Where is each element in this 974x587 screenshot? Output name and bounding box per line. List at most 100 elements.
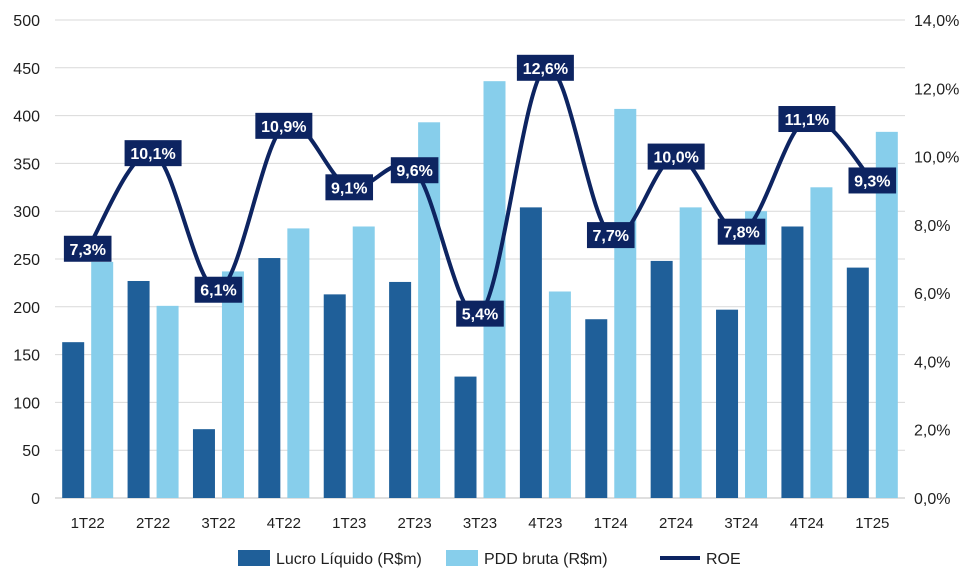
roe-data-label: 7,7%	[586, 222, 635, 249]
x-axis-tick-label: 3T23	[463, 515, 497, 532]
roe-label-text: 9,1%	[331, 180, 367, 197]
roe-data-label: 5,4%	[456, 300, 504, 327]
roe-label-box	[717, 218, 766, 245]
roe-data-label: 11,1%	[778, 106, 836, 133]
roe-label-text: 12,6%	[523, 61, 568, 78]
left-axis-tick-label: 150	[13, 348, 40, 365]
roe-label-text: 9,3%	[854, 173, 890, 190]
bar-pdd-bruta	[483, 81, 506, 499]
bar-lucro-liquido	[716, 309, 739, 498]
legend-item: PDD bruta (R$m)	[446, 550, 608, 568]
right-axis-tick-label: 6,0%	[914, 286, 950, 303]
bar-lucro-liquido	[323, 294, 346, 498]
right-axis-tick-label: 8,0%	[914, 218, 950, 235]
roe-label-text: 7,7%	[593, 228, 629, 245]
x-axis-tick-label: 1T23	[332, 515, 366, 532]
legend-item: Lucro Líquido (R$m)	[238, 550, 422, 568]
bar-lucro-liquido	[127, 280, 150, 498]
roe-data-label: 10,9%	[255, 112, 313, 139]
bar-pdd-bruta	[221, 271, 244, 498]
roe-label-box	[647, 143, 705, 170]
roe-label-box	[516, 54, 574, 81]
x-axis-tick-label: 3T24	[724, 515, 758, 532]
right-axis-tick-label: 4,0%	[914, 354, 950, 371]
left-axis-tick-label: 250	[13, 252, 40, 269]
roe-data-label: 7,8%	[717, 218, 766, 245]
right-axis: 0,0% 2,0% 4,0% 6,0% 8,0% 10,0% 12,0% 14,0%	[914, 13, 959, 508]
roe-label-text: 7,8%	[723, 225, 759, 242]
roe-data-label: 9,6%	[390, 157, 439, 184]
bar-lucro-liquido	[389, 281, 412, 498]
left-axis-tick-label: 50	[22, 443, 40, 460]
right-axis-tick-label: 10,0%	[914, 150, 959, 167]
roe-data-label: 10,1%	[124, 140, 182, 167]
roe-data-label: 10,0%	[647, 143, 705, 170]
bar-lucro-liquido	[454, 376, 477, 498]
legend-swatch	[238, 550, 270, 566]
bar-pdd-bruta	[352, 226, 375, 498]
roe-data-labels: 7,3% 10,1% 6,1% 10,9% 9,1% 9,6% 5,4% 12,6% 7,7% 1…	[63, 54, 897, 327]
roe-label-text: 9,6%	[396, 163, 432, 180]
roe-label-text: 10,0%	[653, 150, 698, 167]
right-axis-tick-label: 14,0%	[914, 13, 959, 30]
roe-label-box	[63, 235, 112, 262]
left-axis-tick-label: 100	[13, 395, 40, 412]
roe-label-box	[456, 300, 504, 327]
left-axis-tick-label: 300	[13, 204, 40, 221]
bar-pdd-bruta	[614, 108, 637, 499]
bar-lucro-liquido	[192, 429, 215, 498]
left-axis-tick-label: 450	[13, 61, 40, 78]
x-axis-tick-label: 2T22	[136, 515, 170, 532]
roe-data-label: 12,6%	[516, 54, 574, 81]
roe-label-box	[325, 174, 374, 201]
roe-label-box	[390, 157, 439, 184]
roe-label-box	[848, 167, 897, 194]
roe-label-text: 7,3%	[69, 242, 105, 259]
bar-lucro-liquido	[846, 267, 869, 498]
bar-pdd-bruta	[91, 261, 114, 498]
x-axis-tick-label: 1T25	[855, 515, 889, 532]
roe-label-box	[255, 112, 313, 139]
bar-lucro-liquido	[585, 319, 608, 498]
legend: Lucro Líquido (R$m) PDD bruta (R$m) ROE	[238, 550, 741, 568]
bar-pdd-bruta	[679, 207, 702, 498]
gridlines	[55, 19, 905, 499]
roe-label-box	[586, 222, 635, 249]
left-axis-tick-label: 500	[13, 13, 40, 30]
legend-swatch	[446, 550, 478, 566]
roe-label-text: 10,9%	[261, 119, 306, 136]
x-axis-tick-label: 4T24	[790, 515, 824, 532]
roe-label-box	[194, 276, 243, 303]
bar-lucro-liquido	[258, 258, 281, 498]
x-axis-tick-label: 4T22	[267, 515, 301, 532]
legend-label: PDD bruta (R$m)	[484, 551, 608, 568]
x-axis-tick-label: 2T23	[398, 515, 432, 532]
bar-pdd-bruta	[875, 131, 898, 499]
roe-label-box	[778, 106, 836, 133]
x-axis-tick-label: 3T22	[201, 515, 235, 532]
x-axis-tick-label: 4T23	[528, 515, 562, 532]
bar-pdd-bruta	[156, 305, 179, 498]
right-axis-tick-label: 0,0%	[914, 491, 950, 508]
bar-lucro-liquido	[519, 207, 542, 498]
bar-lucro-liquido	[781, 226, 804, 498]
left-axis-tick-label: 400	[13, 109, 40, 126]
left-axis-tick-label: 0	[31, 491, 40, 508]
bar-pdd-bruta	[810, 187, 833, 499]
right-axis-tick-label: 12,0%	[914, 81, 959, 98]
x-axis: 1T22 2T22 3T22 4T22 1T23 2T23 3T23 4T23 1T24 2T24…	[71, 515, 890, 532]
left-axis-tick-label: 350	[13, 156, 40, 173]
legend-item: ROE	[660, 551, 741, 568]
bar-pdd-bruta	[548, 291, 571, 498]
roe-label-text: 11,1%	[785, 112, 829, 129]
roe-data-label: 7,3%	[63, 235, 112, 262]
roe-label-text: 10,1%	[130, 146, 175, 163]
roe-label-box	[124, 140, 182, 167]
roe-label-text: 6,1%	[200, 283, 236, 300]
roe-data-label: 9,3%	[848, 167, 897, 194]
roe-data-label: 9,1%	[325, 174, 374, 201]
bar-pdd-bruta	[287, 228, 310, 498]
x-axis-tick-label: 1T22	[71, 515, 105, 532]
